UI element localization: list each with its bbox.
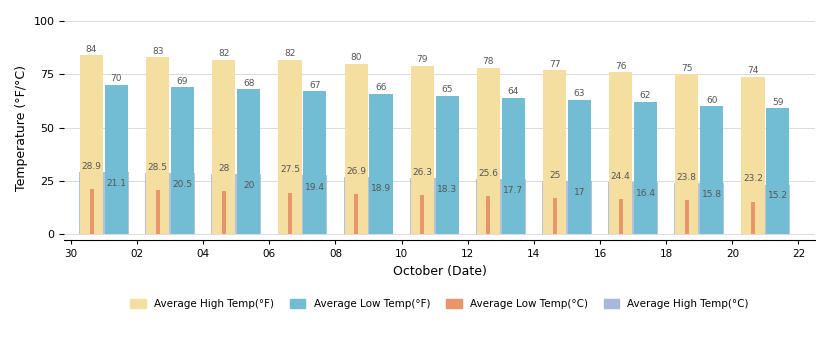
Bar (105, 85, 128, 234)
Text: 28: 28 (218, 164, 230, 173)
Bar (80, 55, 103, 234)
Text: 82: 82 (285, 49, 295, 58)
Text: 65: 65 (442, 85, 453, 94)
Bar (156, 190, 159, 234)
Text: 26.9: 26.9 (346, 167, 366, 176)
Bar (411, 66, 434, 234)
Y-axis label: Temperature (°F/°C): Temperature (°F/°C) (15, 64, 28, 191)
Bar (608, 182, 658, 234)
Bar (501, 98, 525, 234)
Bar (486, 196, 491, 234)
Text: 67: 67 (309, 81, 320, 90)
Bar (751, 202, 755, 234)
Bar (609, 72, 632, 234)
Text: 78: 78 (483, 58, 494, 66)
Bar (618, 199, 622, 234)
X-axis label: October (Date): October (Date) (393, 265, 486, 278)
Bar (676, 75, 698, 234)
Text: 23.8: 23.8 (676, 173, 697, 182)
Text: 75: 75 (681, 64, 692, 73)
Text: 28.9: 28.9 (81, 162, 101, 171)
Legend: Average High Temp(°F), Average Low Temp(°F), Average Low Temp(°C), Average High : Average High Temp(°F), Average Low Temp(… (126, 295, 753, 313)
Bar (675, 183, 724, 234)
Text: 17: 17 (574, 188, 585, 197)
Bar (553, 198, 557, 234)
Bar (303, 92, 326, 234)
Text: 69: 69 (177, 76, 188, 85)
Text: 19.4: 19.4 (305, 182, 325, 191)
Text: 64: 64 (507, 87, 519, 96)
Text: 21.1: 21.1 (106, 179, 126, 188)
Text: 15.2: 15.2 (768, 191, 788, 201)
Text: 18.9: 18.9 (371, 184, 391, 193)
Text: 20: 20 (243, 181, 254, 190)
Bar (741, 77, 764, 234)
Text: 84: 84 (85, 45, 97, 54)
Text: 79: 79 (417, 55, 428, 64)
Bar (634, 102, 657, 234)
Text: 74: 74 (747, 66, 759, 75)
Text: 28.5: 28.5 (148, 163, 168, 172)
Bar (740, 185, 790, 234)
Bar (288, 193, 292, 234)
Bar (685, 200, 689, 234)
Bar (568, 100, 591, 234)
Bar (542, 181, 592, 234)
Bar (436, 96, 459, 234)
Bar (146, 58, 169, 234)
Text: 18.3: 18.3 (437, 185, 457, 194)
Text: 59: 59 (772, 98, 784, 107)
Text: 23.2: 23.2 (743, 174, 763, 184)
Text: 76: 76 (615, 62, 627, 71)
Text: 27.5: 27.5 (280, 165, 300, 174)
Text: 68: 68 (243, 79, 255, 88)
Text: 66: 66 (375, 83, 387, 92)
Bar (79, 172, 129, 234)
Text: 25.6: 25.6 (478, 169, 499, 178)
Text: 83: 83 (152, 47, 164, 56)
Bar (476, 180, 525, 234)
Text: 77: 77 (549, 59, 560, 68)
Text: 62: 62 (640, 91, 652, 100)
Bar (543, 70, 566, 234)
Text: 26.3: 26.3 (413, 168, 432, 177)
Bar (237, 89, 261, 234)
Text: 17.7: 17.7 (503, 186, 523, 195)
Bar (344, 177, 393, 234)
Text: 20.5: 20.5 (173, 180, 193, 189)
Text: 80: 80 (350, 53, 362, 62)
Text: 16.4: 16.4 (636, 189, 656, 198)
Bar (344, 64, 368, 234)
Text: 63: 63 (574, 89, 585, 98)
Text: 15.8: 15.8 (701, 190, 722, 199)
Bar (171, 87, 194, 234)
Bar (369, 94, 393, 234)
Text: 25: 25 (549, 171, 560, 180)
Bar (277, 176, 327, 234)
Bar (145, 173, 195, 234)
Text: 70: 70 (110, 75, 122, 83)
Bar (212, 174, 261, 234)
Bar (212, 60, 236, 234)
Text: 82: 82 (218, 49, 230, 58)
Bar (354, 194, 358, 234)
Bar (700, 106, 723, 234)
Text: 60: 60 (706, 96, 717, 105)
Text: 24.4: 24.4 (611, 172, 631, 181)
Bar (410, 178, 460, 234)
Bar (420, 195, 424, 234)
Bar (222, 191, 226, 234)
Bar (766, 109, 789, 234)
Bar (278, 60, 301, 234)
Bar (90, 189, 94, 234)
Bar (477, 68, 500, 234)
